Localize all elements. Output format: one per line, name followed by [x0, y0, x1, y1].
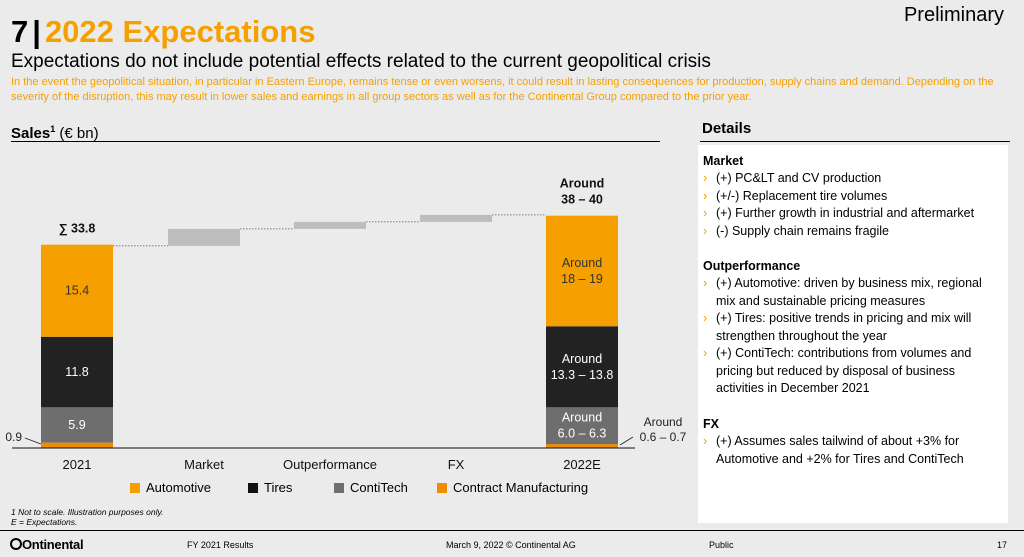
bar-contitech-2022e	[546, 407, 618, 445]
bar-contract-manufacturing-2021	[41, 442, 113, 448]
bar-automotive-2022e	[546, 215, 618, 327]
list-item: › (+) ContiTech: contributions from volum…	[703, 346, 972, 395]
data-label-contract-manufacturing: 0.9	[5, 430, 22, 444]
leader-line	[619, 436, 634, 446]
footer-date: March 9, 2022 © Continental AG	[446, 540, 576, 550]
list-item: › (+) Assumes sales tailwind of about +3%…	[703, 434, 964, 466]
list-item: › (+) Tires: positive trends in pricing a…	[703, 311, 972, 343]
preliminary-label: Preliminary	[903, 4, 1004, 26]
sales-heading-label: Sales	[11, 125, 51, 142]
data-label-contract-manufacturing: Around 0.6 – 0.7	[640, 415, 687, 444]
list-item: › (+) Automotive: driven by business mix,…	[703, 276, 982, 308]
page-subtitle: Expectations do not include potential ef…	[11, 51, 711, 72]
legend-label-contitech: ContiTech	[350, 480, 408, 495]
continental-horse-icon	[10, 538, 22, 550]
data-label-contitech: 5.9	[68, 418, 85, 432]
sales-waterfall-chart: 15.4 11.8 5.9 0.9 ∑ 33.8 Around 18 – 19 Around 1…	[5, 177, 687, 472]
x-tick-label: Outperformance	[283, 457, 377, 472]
sales-divider	[11, 141, 660, 142]
slide-number: 7	[11, 14, 29, 49]
x-tick-label: Market	[184, 457, 224, 472]
section-title-fx: FX	[703, 417, 719, 431]
footer-report: FY 2021 Results	[187, 540, 254, 550]
chevron-right-icon: ›	[703, 311, 708, 325]
title-separator: |	[32, 14, 41, 49]
legend-item-contitech: ContiTech	[334, 480, 408, 496]
data-label-tires: Around 13.3 – 13.8	[551, 352, 614, 382]
bar-bridge-fx	[420, 214, 492, 222]
legend-swatch-contract-manufacturing	[437, 483, 447, 493]
bar-automotive-2021	[41, 244, 113, 337]
page-title: 2022 Expectations	[44, 14, 316, 49]
total-label-2022e: Around 38 – 40	[560, 177, 604, 207]
bar-bridge-outperformance	[294, 221, 366, 229]
legend-item-contract-manufacturing: Contract Manufacturing	[437, 480, 588, 496]
bar-tires-2021	[41, 336, 113, 408]
sales-heading: Sales1 (€ bn)	[11, 120, 99, 143]
chevron-right-icon: ›	[703, 206, 708, 220]
details-divider	[700, 141, 1010, 142]
legend-item-tires: Tires	[248, 480, 292, 496]
total-label-2021: ∑ 33.8	[59, 222, 96, 236]
legend-swatch-automotive	[130, 483, 140, 493]
bar-contract-manufacturing-2022e	[546, 444, 618, 448]
list-item: › (-) Supply chain remains fragile	[703, 223, 974, 241]
legend-swatch-tires	[248, 483, 258, 493]
disclaimer-text: In the event the geopolitical situation,…	[11, 76, 994, 103]
footer-divider	[0, 530, 1024, 531]
chevron-right-icon: ›	[703, 171, 708, 185]
chevron-right-icon: ›	[703, 276, 708, 290]
footnote-2: E = Expectations.	[11, 517, 78, 527]
data-label-automotive: Around 18 – 19	[561, 256, 603, 286]
section-title-market: Market	[703, 154, 744, 168]
details-section-outperformance: Outperformance › (+) Automotive: driven b…	[703, 258, 1003, 398]
slide-title-line: 7 | 2022 Expectations	[11, 14, 315, 50]
x-tick-label: 2021	[63, 457, 92, 472]
details-section-fx: FX › (+) Assumes sales tailwind of about …	[703, 416, 1003, 468]
legend-swatch-contitech	[334, 483, 344, 493]
chevron-right-icon: ›	[703, 188, 708, 203]
data-label-automotive: 15.4	[65, 284, 89, 298]
section-title-outperformance: Outperformance	[703, 259, 801, 273]
legend-label-automotive: Automotive	[146, 480, 212, 495]
list-item: › (+) Further growth in industrial and af…	[703, 205, 974, 223]
chevron-right-icon: ›	[703, 434, 708, 448]
footnote-1: 1 Not to scale. Illustration purposes on…	[11, 507, 164, 517]
chevron-right-icon: ›	[703, 346, 708, 360]
sales-unit: (€ bn)	[59, 125, 99, 142]
details-heading: Details	[702, 120, 752, 137]
list-item: › (+/-) Replacement tire volumes	[703, 188, 974, 206]
details-panel: Market › (+) PC&LT and CV production › (+/…	[698, 145, 1008, 523]
x-tick-label: FX	[448, 457, 465, 472]
details-section-market: Market › (+) PC&LT and CV production › (+/…	[703, 153, 974, 240]
bar-bridge-market	[168, 228, 240, 246]
x-tick-label: 2022E	[563, 457, 601, 472]
data-label-tires: 11.8	[65, 365, 88, 379]
footer-page-number: 17	[997, 540, 1008, 550]
data-label-contitech: Around 6.0 – 6.3	[558, 411, 607, 441]
legend-item-automotive: Automotive	[130, 480, 211, 496]
legend-label-tires: Tires	[264, 480, 293, 495]
bar-contitech-2021	[41, 407, 113, 443]
leader-line	[24, 437, 42, 445]
chevron-right-icon: ›	[703, 223, 708, 238]
footer-classification: Public	[709, 540, 734, 550]
bar-tires-2022e	[546, 326, 618, 408]
list-item: › (+) PC&LT and CV production	[703, 170, 974, 188]
continental-logo: Ontinental	[10, 537, 84, 553]
legend-label-contract-manufacturing: Contract Manufacturing	[453, 480, 589, 495]
footnote-ref: 1	[50, 124, 56, 134]
